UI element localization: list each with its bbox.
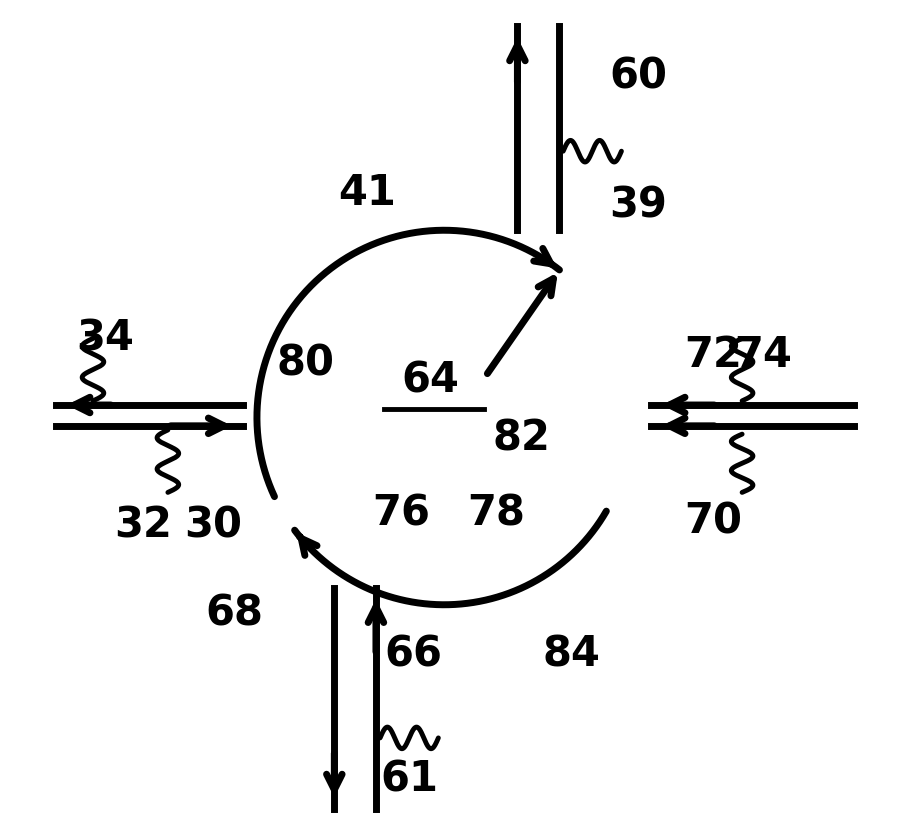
- Text: 84: 84: [542, 634, 601, 676]
- Text: 34: 34: [76, 317, 134, 359]
- Text: 68: 68: [206, 592, 263, 634]
- Text: 64: 64: [401, 359, 459, 401]
- Text: 74: 74: [733, 334, 792, 376]
- Text: 80: 80: [276, 342, 334, 384]
- Text: 76: 76: [372, 492, 430, 534]
- Text: 41: 41: [339, 172, 397, 214]
- Text: 39: 39: [609, 185, 667, 226]
- Text: 32: 32: [114, 504, 172, 547]
- Text: 82: 82: [492, 418, 551, 459]
- Text: 60: 60: [609, 55, 667, 98]
- Text: 78: 78: [468, 492, 525, 534]
- Text: 66: 66: [384, 634, 442, 676]
- Text: 70: 70: [683, 500, 742, 543]
- Text: 30: 30: [185, 504, 243, 547]
- Text: 72: 72: [683, 334, 742, 376]
- Text: 61: 61: [380, 758, 438, 801]
